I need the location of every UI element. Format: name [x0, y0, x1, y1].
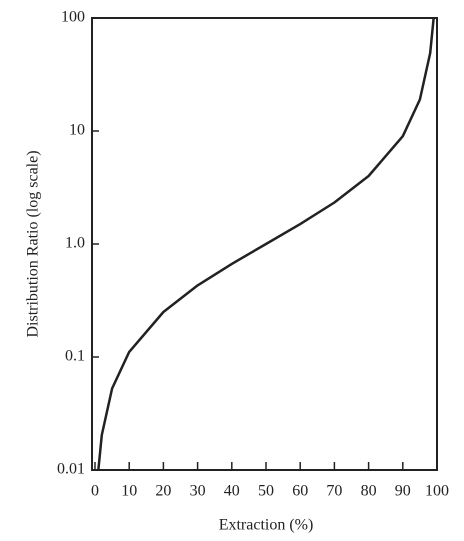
y-axis-title: Distribution Ratio (log scale) — [25, 150, 42, 337]
x-tick-label: 70 — [326, 483, 342, 500]
x-tick-label: 10 — [121, 483, 137, 500]
x-tick-label: 90 — [395, 483, 411, 500]
x-tick-label: 50 — [258, 483, 274, 500]
x-axis-title: Extraction (%) — [219, 517, 314, 534]
x-tick-label: 100 — [425, 483, 449, 500]
x-tick-label: 80 — [361, 483, 377, 500]
y-tick-label: 10 — [69, 122, 85, 139]
x-tick-label: 40 — [224, 483, 240, 500]
x-tick-label: 20 — [155, 483, 171, 500]
x-tick-label: 30 — [190, 483, 206, 500]
y-tick-label: 0.1 — [65, 348, 85, 365]
x-tick-label: 60 — [292, 483, 308, 500]
y-tick-label: 1.0 — [65, 235, 85, 252]
y-tick-label: 0.01 — [57, 461, 85, 478]
y-tick-label: 100 — [61, 9, 85, 26]
data-line — [97, 18, 435, 470]
x-tick-label: 0 — [91, 483, 99, 500]
